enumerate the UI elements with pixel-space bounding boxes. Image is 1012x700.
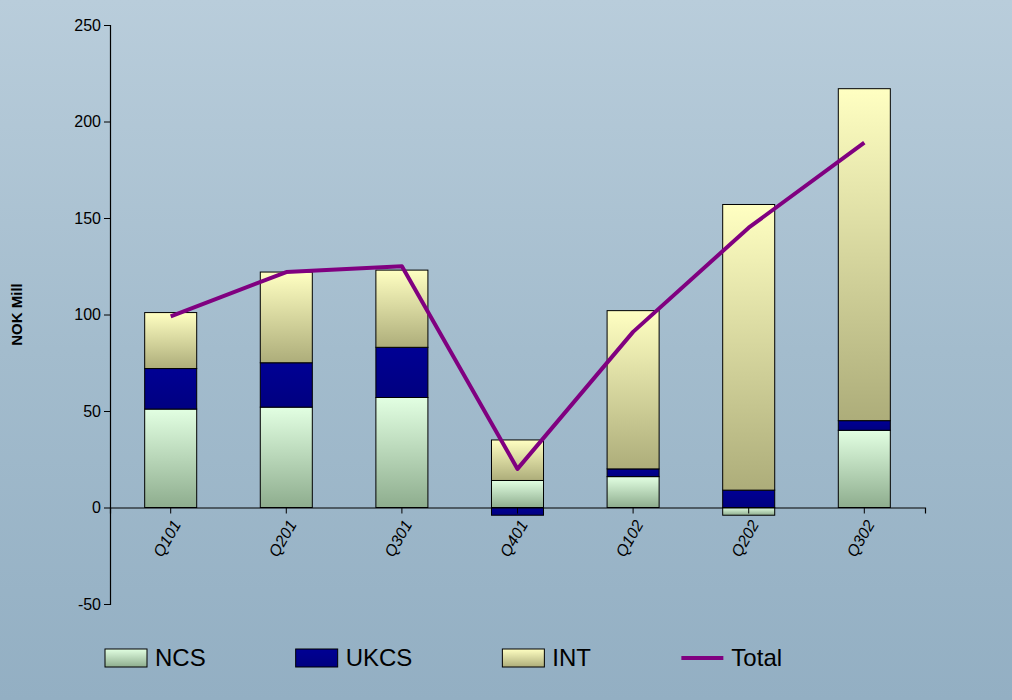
y-tick: 50 [83,403,110,420]
y-tick: 100 [74,306,110,323]
x-tick-mark [286,508,287,514]
x-tick-label: Q302 [843,517,877,559]
y-tick: 0 [92,499,110,516]
y-tick-mark [104,25,110,26]
x-axis: Q101 Q201 Q301 Q401 Q102 Q202 Q302 [111,508,926,560]
plot-area [145,89,891,516]
x-tick: Q202 [728,508,762,560]
bar [145,409,197,507]
bar [260,363,312,407]
x-axis-line [111,508,926,514]
bar [838,89,890,421]
bar [838,430,890,507]
y-tick-mark [104,122,110,123]
bar [260,407,312,507]
legend-item: INT [502,644,591,671]
y-tick-label: 200 [74,113,101,130]
bar [838,421,890,431]
total-line [171,143,865,469]
bar-series [145,89,891,490]
x-tick: Q301 [381,508,415,560]
legend-label: NCS [155,644,206,671]
x-tick-mark [517,508,518,514]
bar [145,313,197,369]
x-tick: Q401 [497,508,531,560]
x-tick-mark [633,508,634,514]
legend-label: Total [731,644,782,671]
x-tick-mark [170,508,171,514]
y-tick: 150 [74,210,110,227]
y-tick-label: 50 [83,403,101,420]
x-tick-label: Q401 [497,517,531,559]
x-tick: Q201 [265,508,299,560]
legend-item: UKCS [296,644,413,671]
legend-item: Total [681,644,782,671]
bar [376,270,428,347]
x-tick-label: Q202 [728,517,762,559]
x-tick-mark [401,508,402,514]
bar [376,397,428,507]
bar [491,508,543,516]
x-tick: Q302 [843,508,877,560]
bar-series [145,347,891,515]
y-axis-title: NOK Mill [8,283,25,346]
bar [607,477,659,508]
legend: NCS UKCS INT Total [105,644,782,671]
y-tick-mark [104,604,110,605]
bar [376,347,428,397]
legend-swatch [296,649,338,667]
y-tick-label: 150 [74,210,101,227]
y-axis-line [104,26,111,605]
y-tick-mark [104,508,110,509]
legend-swatch [681,656,723,660]
y-tick-mark [104,218,110,219]
y-tick-label: 100 [74,306,101,323]
bar [607,469,659,477]
y-tick-label: -50 [78,596,101,613]
legend-item: NCS [105,644,206,671]
x-tick: Q102 [612,508,646,560]
bar-series [145,397,891,515]
bar [491,480,543,507]
bar [723,490,775,507]
bar [260,272,312,363]
y-tick: 250 [74,17,110,34]
x-tick-mark [748,508,749,514]
x-tick-label: Q201 [265,517,299,559]
x-tick-label: Q301 [381,517,415,559]
legend-swatch [105,649,147,667]
y-tick-mark [104,411,110,412]
legend-label: INT [552,644,591,671]
y-tick-label: 0 [92,499,101,516]
bar [723,204,775,490]
y-axis: -50 0 50 100 150 200 250 [74,17,110,613]
x-tick-label: Q102 [612,517,646,559]
x-tick-label: Q101 [150,517,184,559]
y-tick: 200 [74,113,110,130]
x-tick: Q101 [150,508,184,560]
y-tick-mark [104,315,110,316]
y-tick-label: 250 [74,17,101,34]
legend-label: UKCS [346,644,413,671]
x-tick-mark [864,508,865,514]
legend-swatch [502,649,544,667]
bar [723,508,775,516]
bar [145,369,197,410]
y-tick: -50 [78,596,110,613]
